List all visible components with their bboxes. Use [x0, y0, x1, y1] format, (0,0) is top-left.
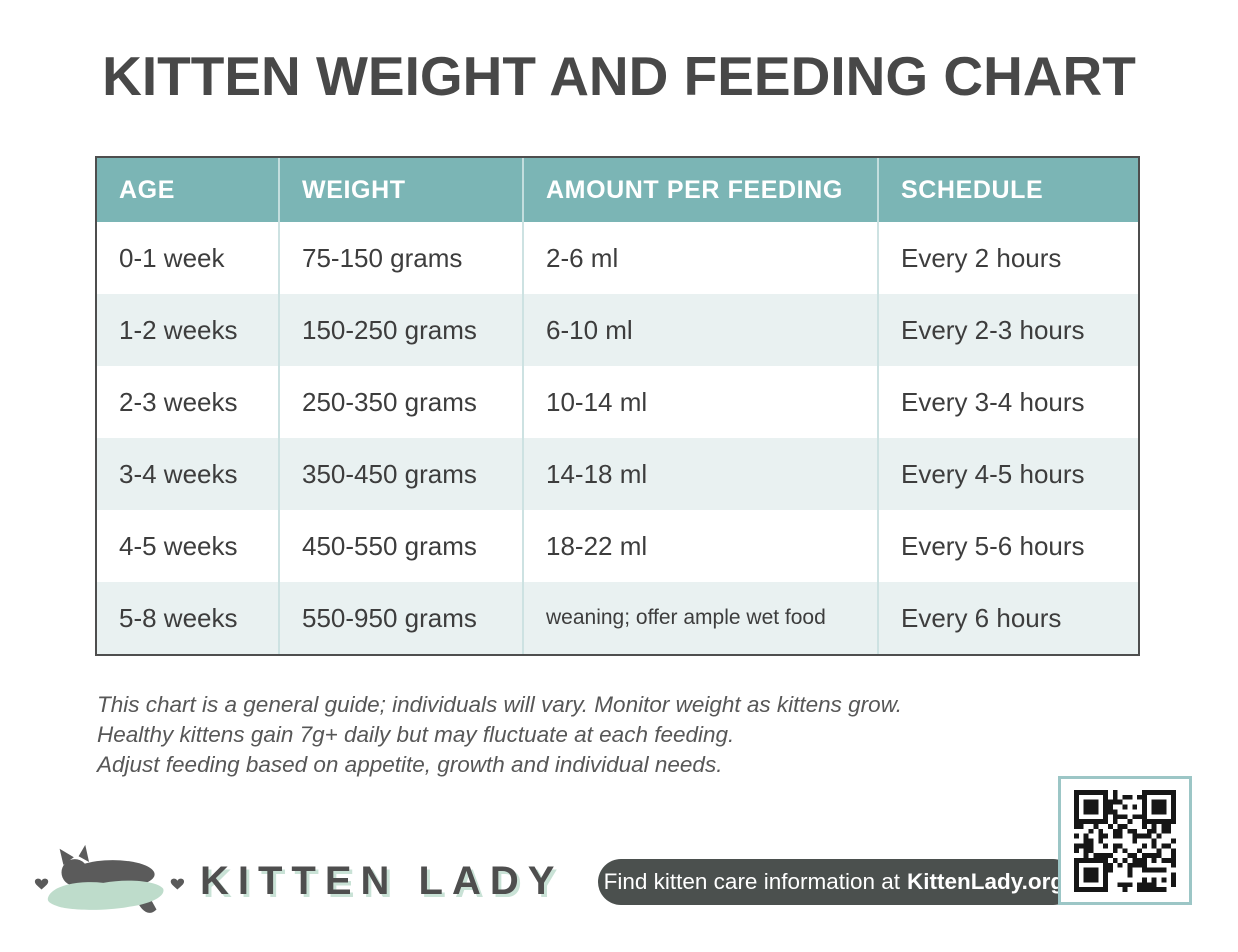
- table-row: 0-1 week 75-150 grams 2-6 ml Every 2 hou…: [97, 222, 1138, 294]
- cell-schedule: Every 4-5 hours: [877, 438, 1138, 510]
- page-title: KITTEN WEIGHT AND FEEDING CHART: [102, 45, 1136, 107]
- cat-on-hand-icon: [34, 844, 185, 913]
- info-text: Find kitten care information at: [603, 869, 901, 894]
- qr-code: [1074, 789, 1176, 892]
- cell-schedule: Every 6 hours: [877, 582, 1138, 654]
- cell-weight: 75-150 grams: [278, 222, 522, 294]
- note-line: This chart is a general guide; individua…: [97, 692, 902, 717]
- table-row: 4-5 weeks 450-550 grams 18-22 ml Every 5…: [97, 510, 1138, 582]
- kitten-lady-logo: KITTEN LADY: [30, 843, 563, 919]
- disclaimer-notes: This chart is a general guide; individua…: [97, 690, 902, 780]
- cell-amount: weaning; offer ample wet food: [522, 582, 877, 654]
- info-link: KittenLady.org: [907, 869, 1065, 894]
- brand-name: KITTEN LADY: [200, 858, 564, 903]
- cell-weight: 350-450 grams: [278, 438, 522, 510]
- feeding-table: AGE WEIGHT AMOUNT PER FEEDING SCHEDULE 0…: [95, 156, 1140, 656]
- cell-amount: 6-10 ml: [522, 294, 877, 366]
- hand-icon: [47, 880, 164, 910]
- table-header-row: AGE WEIGHT AMOUNT PER FEEDING SCHEDULE: [97, 158, 1138, 222]
- cell-age: 3-4 weeks: [119, 458, 238, 489]
- cell-weight: 450-550 grams: [278, 510, 522, 582]
- table-row: 3-4 weeks 350-450 grams 14-18 ml Every 4…: [97, 438, 1138, 510]
- cell-age: 1-2 weeks: [119, 314, 238, 345]
- cell-schedule: Every 5-6 hours: [877, 510, 1138, 582]
- cell-weight: 250-350 grams: [278, 366, 522, 438]
- cell-amount: 2-6 ml: [522, 222, 877, 294]
- cell-amount: 10-14 ml: [522, 366, 877, 438]
- cell-amount: 14-18 ml: [522, 438, 877, 510]
- cell-age: 4-5 weeks: [119, 530, 238, 561]
- cell-weight: 150-250 grams: [278, 294, 522, 366]
- column-header-weight: WEIGHT: [278, 158, 522, 222]
- cell-schedule: Every 2 hours: [877, 222, 1138, 294]
- table-row: 1-2 weeks 150-250 grams 6-10 ml Every 2-…: [97, 294, 1138, 366]
- heart-icon: [170, 878, 185, 890]
- cell-weight: 550-950 grams: [278, 582, 522, 654]
- cell-age: 2-3 weeks: [119, 386, 238, 417]
- heart-icon: [34, 878, 49, 890]
- note-line: Healthy kittens gain 7g+ daily but may f…: [97, 722, 735, 747]
- column-header-amount: AMOUNT PER FEEDING: [522, 158, 877, 222]
- table-row: 2-3 weeks 250-350 grams 10-14 ml Every 3…: [97, 366, 1138, 438]
- cell-schedule: Every 2-3 hours: [877, 294, 1138, 366]
- column-header-age: AGE: [119, 175, 175, 204]
- cell-age: 5-8 weeks: [119, 602, 238, 633]
- note-line: Adjust feeding based on appetite, growth…: [97, 752, 723, 777]
- column-header-schedule: SCHEDULE: [877, 158, 1138, 222]
- table-row: 5-8 weeks 550-950 grams weaning; offer a…: [97, 582, 1138, 654]
- cell-age: 0-1 week: [119, 242, 225, 273]
- qr-code-box: [1058, 776, 1192, 905]
- info-banner: Find kitten care information at KittenLad…: [598, 859, 1076, 905]
- cell-schedule: Every 3-4 hours: [877, 366, 1138, 438]
- cell-amount: 18-22 ml: [522, 510, 877, 582]
- table-body: 0-1 week 75-150 grams 2-6 ml Every 2 hou…: [97, 222, 1138, 654]
